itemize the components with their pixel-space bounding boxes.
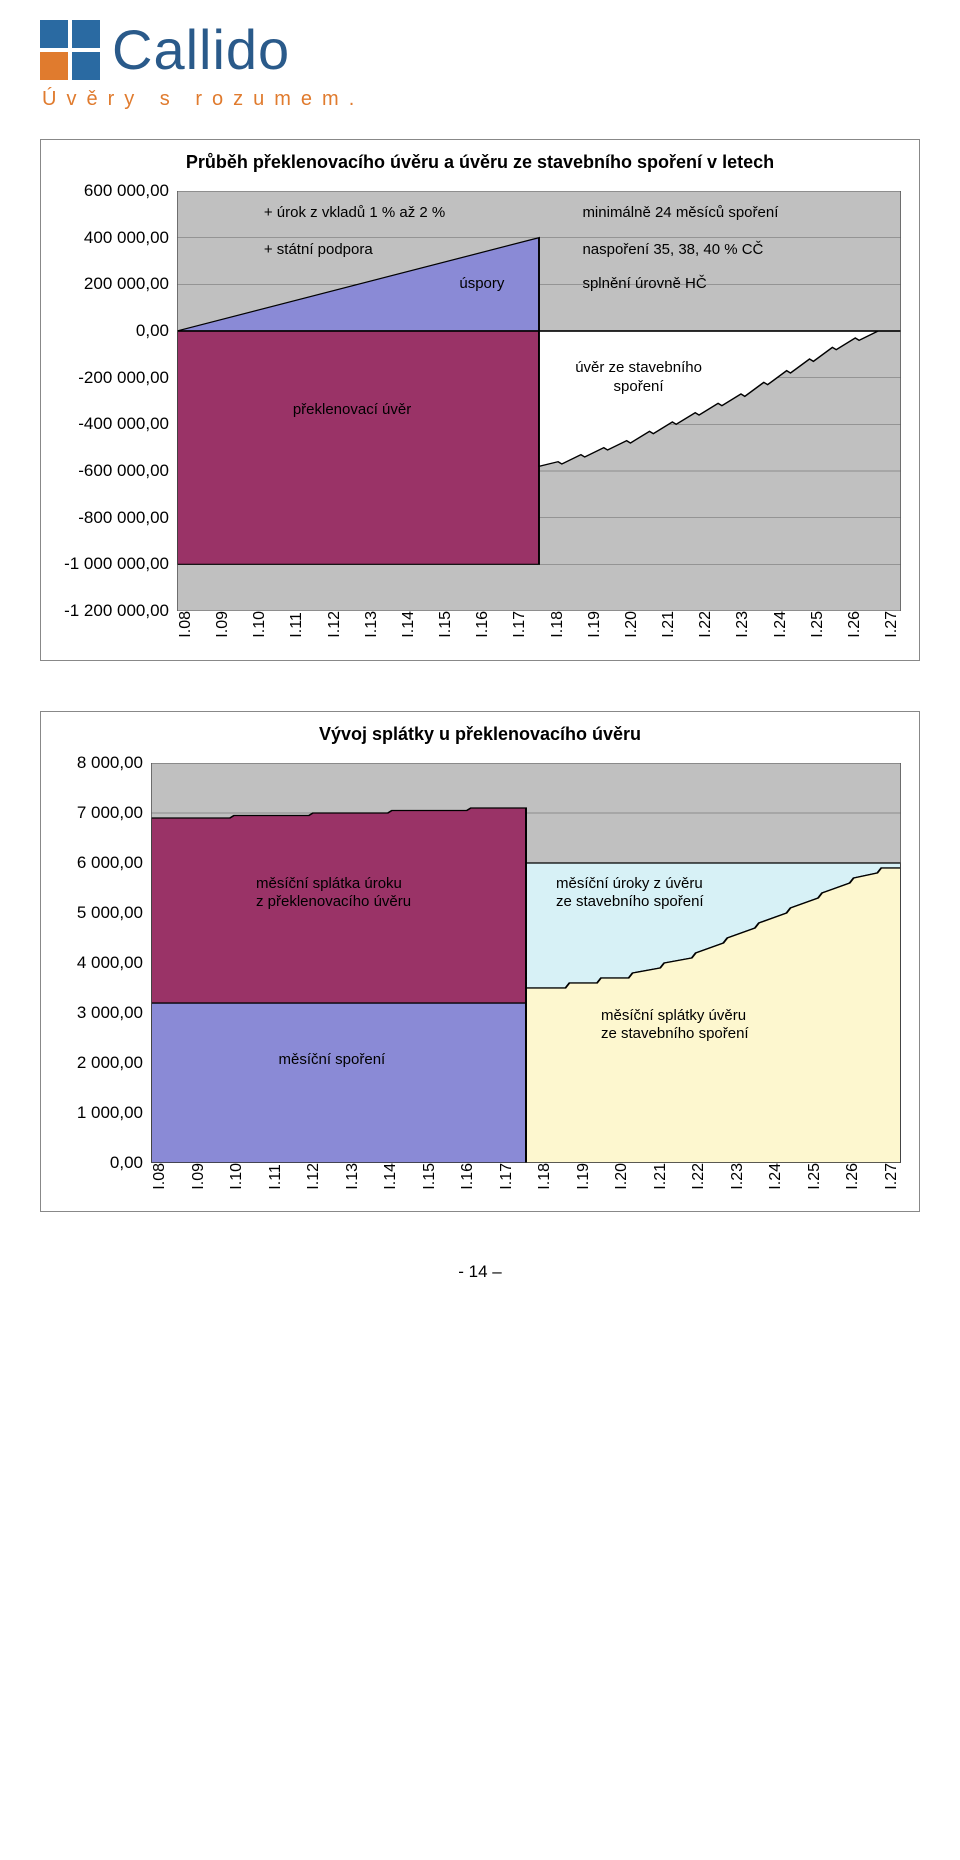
chart2: Vývoj splátky u překlenovacího úvěru 8 0…: [40, 711, 920, 1213]
x-tick-label: I.22: [697, 611, 715, 638]
x-tick-label: I.19: [575, 1163, 593, 1190]
x-tick-label: I.14: [382, 1163, 400, 1190]
x-tick-label: I.19: [586, 611, 604, 638]
x-tick-label: I.08: [177, 611, 195, 638]
x-tick-label: I.24: [767, 1163, 785, 1190]
x-tick-label: I.16: [474, 611, 492, 638]
x-tick-label: I.18: [536, 1163, 554, 1190]
x-tick-label: I.22: [690, 1163, 708, 1190]
logo-square-icon: [40, 20, 68, 48]
page-number: - 14 –: [40, 1262, 920, 1282]
x-tick-label: I.10: [228, 1163, 246, 1190]
logo-mark: [40, 20, 100, 80]
chart1-annot: + úrok z vkladů 1 % až 2 %: [264, 204, 445, 223]
chart1-annot: překlenovací úvěr: [293, 401, 411, 420]
x-tick-label: I.27: [883, 1163, 901, 1190]
x-tick-label: I.25: [806, 1163, 824, 1190]
chart2-y-axis: 8 000,007 000,006 000,005 000,004 000,00…: [59, 763, 151, 1163]
chart1-annot: naspoření 35, 38, 40 % CČ: [582, 241, 763, 260]
x-tick-label: I.09: [190, 1163, 208, 1190]
x-tick-label: I.17: [511, 611, 529, 638]
chart1-annot: úspory: [459, 275, 504, 294]
x-tick-label: I.12: [326, 611, 344, 638]
x-tick-label: I.26: [846, 611, 864, 638]
x-tick-label: I.21: [660, 611, 678, 638]
chart1-y-axis: 600 000,00400 000,00200 000,000,00-200 0…: [59, 191, 177, 611]
x-tick-label: I.23: [734, 611, 752, 638]
chart2-annot: měsíční úroky z úvěru ze stavebního spoř…: [556, 875, 704, 913]
chart2-title: Vývoj splátky u překlenovacího úvěru: [41, 712, 919, 763]
x-tick-label: I.09: [214, 611, 232, 638]
x-tick-label: I.12: [305, 1163, 323, 1190]
chart1-annot: minimálně 24 měsíců spoření: [582, 204, 778, 223]
x-tick-label: I.25: [809, 611, 827, 638]
x-tick-label: I.20: [613, 1163, 631, 1190]
chart2-x-axis: I.08 I.09 I.10 I.11 I.12 I.13 I.14 I.15 I.16 I.17…: [59, 1163, 901, 1190]
x-tick-label: I.20: [623, 611, 641, 638]
chart1-plot: + úrok z vkladů 1 % až 2 % + státní podp…: [177, 191, 901, 611]
chart2-annot: měsíční splátky úvěru ze stavebního spoř…: [601, 1007, 749, 1045]
x-tick-label: I.21: [652, 1163, 670, 1190]
chart1-annot: úvěr ze stavebního spoření: [575, 359, 702, 397]
chart1-x-axis: I.08 I.09 I.10 I.11 I.12 I.13 I.14 I.15 I.16 I.17…: [59, 611, 901, 638]
x-tick-label: I.27: [883, 611, 901, 638]
x-tick-label: I.11: [288, 611, 306, 638]
chart1-annot: + státní podpora: [264, 241, 373, 260]
logo-square-icon: [72, 52, 100, 80]
chart2-annot: měsíční spoření: [279, 1051, 386, 1070]
x-tick-label: I.14: [400, 611, 418, 638]
x-tick-label: I.15: [421, 1163, 439, 1190]
chart1-title: Průběh překlenovacího úvěru a úvěru ze s…: [41, 140, 919, 191]
x-tick-label: I.16: [459, 1163, 477, 1190]
x-tick-label: I.08: [151, 1163, 169, 1190]
logo-square-icon: [72, 20, 100, 48]
x-tick-label: I.23: [729, 1163, 747, 1190]
chart1-annot: splnění úrovně HČ: [582, 275, 706, 294]
x-tick-label: I.17: [498, 1163, 516, 1190]
logo: Callido: [40, 20, 920, 80]
chart2-annot: měsíční splátka úroku z překlenovacího ú…: [256, 875, 411, 913]
x-tick-label: I.18: [549, 611, 567, 638]
x-tick-label: I.15: [437, 611, 455, 638]
x-tick-label: I.11: [267, 1163, 285, 1190]
x-tick-label: I.10: [251, 611, 269, 638]
logo-tagline: Úvěry s rozumem.: [42, 88, 920, 111]
x-tick-label: I.13: [363, 611, 381, 638]
chart2-plot: měsíční splátka úroku z překlenovacího ú…: [151, 763, 901, 1163]
x-tick-label: I.13: [344, 1163, 362, 1190]
x-tick-label: I.26: [844, 1163, 862, 1190]
logo-square-icon: [40, 52, 68, 80]
x-tick-label: I.24: [772, 611, 790, 638]
logo-name: Callido: [112, 22, 290, 78]
chart1: Průběh překlenovacího úvěru a úvěru ze s…: [40, 139, 920, 661]
